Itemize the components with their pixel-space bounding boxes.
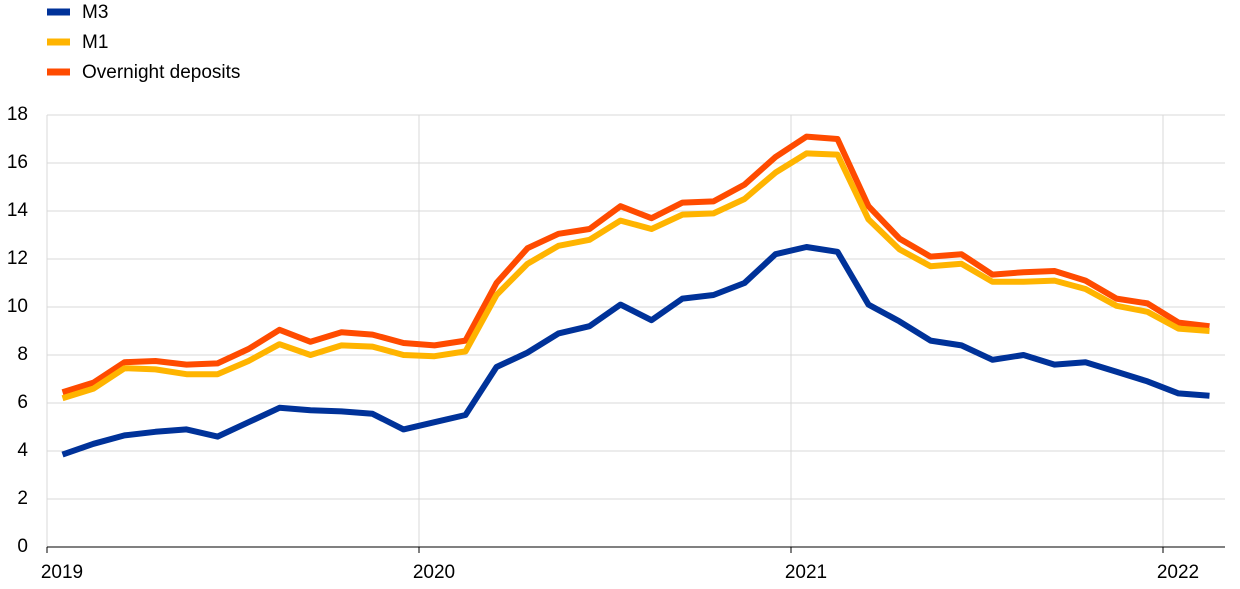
x-tick-label: 2021 (785, 562, 827, 583)
y-tick-label: 16 (7, 152, 28, 173)
y-tick-label: 12 (7, 248, 28, 269)
line-series (61, 133, 1210, 396)
line-series (61, 244, 1210, 458)
legend-label: M3 (82, 2, 108, 23)
legend-label: Overnight deposits (82, 62, 240, 83)
y-tick-label: 0 (17, 536, 28, 557)
y-tick-label: 4 (17, 440, 28, 461)
y-tick-label: 2 (17, 488, 28, 509)
x-tick-label: 2022 (1157, 562, 1199, 583)
y-tick-label: 6 (17, 392, 28, 413)
y-tick-label: 18 (7, 104, 28, 125)
y-tick-label: 10 (7, 296, 28, 317)
line-series (61, 150, 1210, 402)
y-tick-label: 8 (17, 344, 28, 365)
legend-label: M1 (82, 32, 108, 53)
y-tick-label: 14 (7, 200, 29, 221)
x-tick-label: 2019 (41, 562, 83, 583)
x-tick-label: 2020 (413, 562, 455, 583)
